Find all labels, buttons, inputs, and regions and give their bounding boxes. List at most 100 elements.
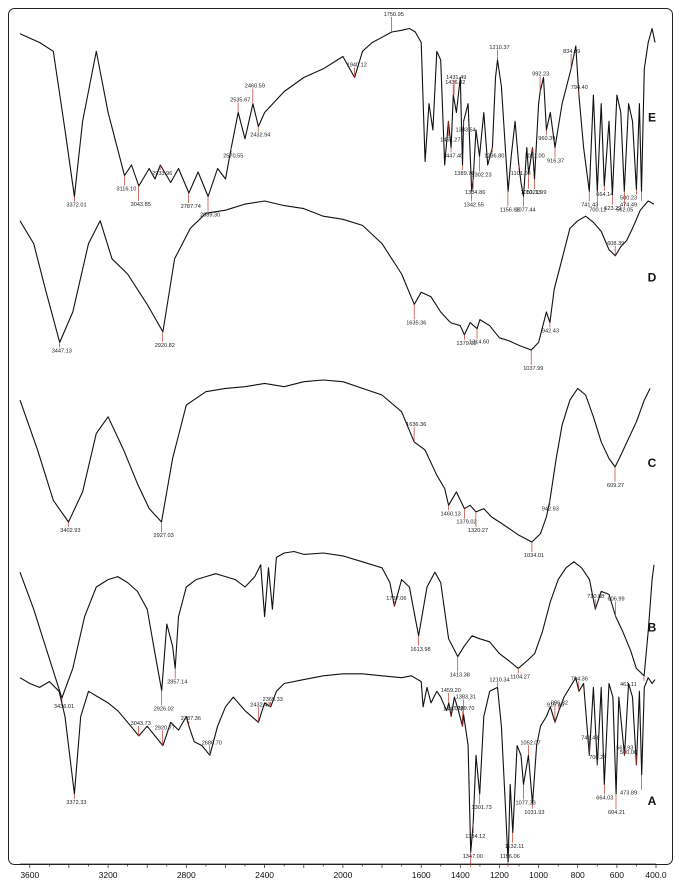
peak-label: 916.46 xyxy=(547,702,564,708)
peak-label: 794.40 xyxy=(571,85,588,91)
peak-label: 3402.93 xyxy=(60,528,80,534)
peak-label: 664.14 xyxy=(596,192,613,198)
peak-label: 2369.33 xyxy=(263,697,283,703)
peak-label: 741.43 xyxy=(581,735,598,741)
peak-label: 500.23 xyxy=(620,196,637,202)
peak-label: 2432.94 xyxy=(250,133,270,139)
peak-label: 1347.00 xyxy=(463,854,483,860)
x-tick-label: 2800 xyxy=(177,870,196,880)
peak-label: 664.03 xyxy=(596,795,613,801)
peak-label: 1413.38 xyxy=(450,673,470,679)
panel-label-a: A xyxy=(648,794,657,808)
peak-label: 1635.36 xyxy=(406,320,426,326)
peak-label: 2926.02 xyxy=(154,707,174,713)
peak-label: 1077.44 xyxy=(515,208,535,214)
peak-label: 2857.14 xyxy=(167,679,187,685)
peak-label: 2689.30 xyxy=(200,213,220,219)
spectrum-line-a xyxy=(19,673,656,863)
peak-label: 1379.02 xyxy=(456,520,476,526)
peak-label: 700.12 xyxy=(589,207,606,213)
peak-label: 1037.99 xyxy=(523,366,543,372)
panel-label-e: E xyxy=(648,110,656,124)
x-tick-label: 2400 xyxy=(255,870,274,880)
peak-label: 1031.93 xyxy=(524,810,544,816)
spectrum-panel-c: 3402.93 2927.03 1636.36 1460.13 1379.02 1320.… xyxy=(19,379,657,559)
peak-label: 474.49 xyxy=(620,202,637,208)
peak-label: 1459.20 xyxy=(441,688,461,694)
peak-label: 2920.77 xyxy=(155,726,175,732)
peak-label: 1101.00 xyxy=(511,171,531,177)
peak-label: 1613.98 xyxy=(410,647,430,653)
peak-label: 1104.27 xyxy=(510,674,530,680)
peak-label: 1314.60 xyxy=(469,340,489,346)
peak-label: 623.29 xyxy=(604,206,621,212)
peak-label: 2933.96 xyxy=(152,171,172,177)
spectrum-line-d xyxy=(19,200,655,351)
peak-label: 609.27 xyxy=(607,483,624,489)
peak-label: 1302.23 xyxy=(471,172,491,178)
peak-label: 1031.00 xyxy=(525,154,545,160)
peak-label: 916.37 xyxy=(547,159,564,165)
peak-label: 1447.40 xyxy=(443,154,463,160)
peak-label: 794.36 xyxy=(571,676,588,682)
peak-label: 1431.49 xyxy=(446,75,466,81)
x-tick-label: 1000 xyxy=(529,870,548,880)
peak-label: 1236.80 xyxy=(484,154,504,160)
peak-label: 2535.67 xyxy=(230,98,250,104)
peak-label: 473.89 xyxy=(620,791,637,797)
peak-label: 1383.54 xyxy=(456,127,476,133)
peak-label: 1342.55 xyxy=(464,202,484,208)
peak-label: 960.39 xyxy=(538,136,555,142)
peak-label: 2460.59 xyxy=(245,84,265,90)
peak-label: 561.93 xyxy=(616,745,633,751)
peak-label: 700.24 xyxy=(589,755,606,761)
peak-label: 2570.55 xyxy=(223,154,243,160)
peak-label: 1737.06 xyxy=(386,596,406,602)
peak-label: 1077.33 xyxy=(516,800,536,806)
peak-label: 992.23 xyxy=(532,72,549,78)
peak-label: 1210.34 xyxy=(489,677,509,683)
peak-label: 1447.73 xyxy=(443,707,463,713)
x-tick-label: 3200 xyxy=(99,870,118,880)
peak-label: 710.88 xyxy=(587,594,604,600)
x-tick-label: 2000 xyxy=(333,870,352,880)
x-tick-label: 600 xyxy=(610,870,624,880)
peak-label: 2680.70 xyxy=(202,740,222,746)
peak-label: 604.21 xyxy=(608,810,625,816)
peak-label: 1034.01 xyxy=(524,553,544,559)
x-tick-label: 1600 xyxy=(412,870,431,880)
spectrum-line-c xyxy=(19,379,651,543)
peak-label: 1389.70 xyxy=(454,171,474,177)
peak-label: 1051.13 xyxy=(521,190,541,196)
peak-label: 942.93 xyxy=(542,506,559,512)
peak-label: 1461.27 xyxy=(440,137,460,143)
peak-label: 1379.02 xyxy=(456,341,476,347)
peak-label: 1021.99 xyxy=(526,190,546,196)
peak-label: 3447.13 xyxy=(52,348,72,354)
peak-label: 3372.01 xyxy=(66,203,86,209)
peak-label: 1389.70 xyxy=(454,706,474,712)
peak-label: 1301.73 xyxy=(472,805,492,811)
peak-label: 1210.37 xyxy=(489,45,509,51)
panel-label-d: D xyxy=(648,271,657,285)
peak-label: 3116.10 xyxy=(117,187,137,193)
peak-label: 1940.12 xyxy=(347,63,367,69)
peak-label: 1320.27 xyxy=(468,528,488,534)
peak-label: 2432.42 xyxy=(250,702,270,708)
peak-label: 1132.11 xyxy=(505,844,524,850)
peak-label: 608.39 xyxy=(607,241,624,247)
peak-label: 1460.13 xyxy=(441,511,461,517)
spectrum-panel-a: 3372.33 3043.73 2920.77 2787.36 2680.70 2432.… xyxy=(19,673,657,868)
peak-label: 1334.86 xyxy=(465,190,485,196)
peak-label: 1334.12 xyxy=(465,834,485,840)
panel-label-b: B xyxy=(648,620,657,634)
peak-label: 1436.32 xyxy=(445,80,465,86)
peak-label: 942.43 xyxy=(542,329,559,335)
peak-label: 1052.07 xyxy=(520,740,540,746)
spectrum-panel-b: 3436.01 2857.14 2926.02 1737.06 1613.98 1413.… xyxy=(19,550,657,713)
peak-label: 2920.82 xyxy=(155,343,175,349)
peak-label: 606.99 xyxy=(608,597,625,603)
peak-label: 2787.36 xyxy=(181,716,201,722)
